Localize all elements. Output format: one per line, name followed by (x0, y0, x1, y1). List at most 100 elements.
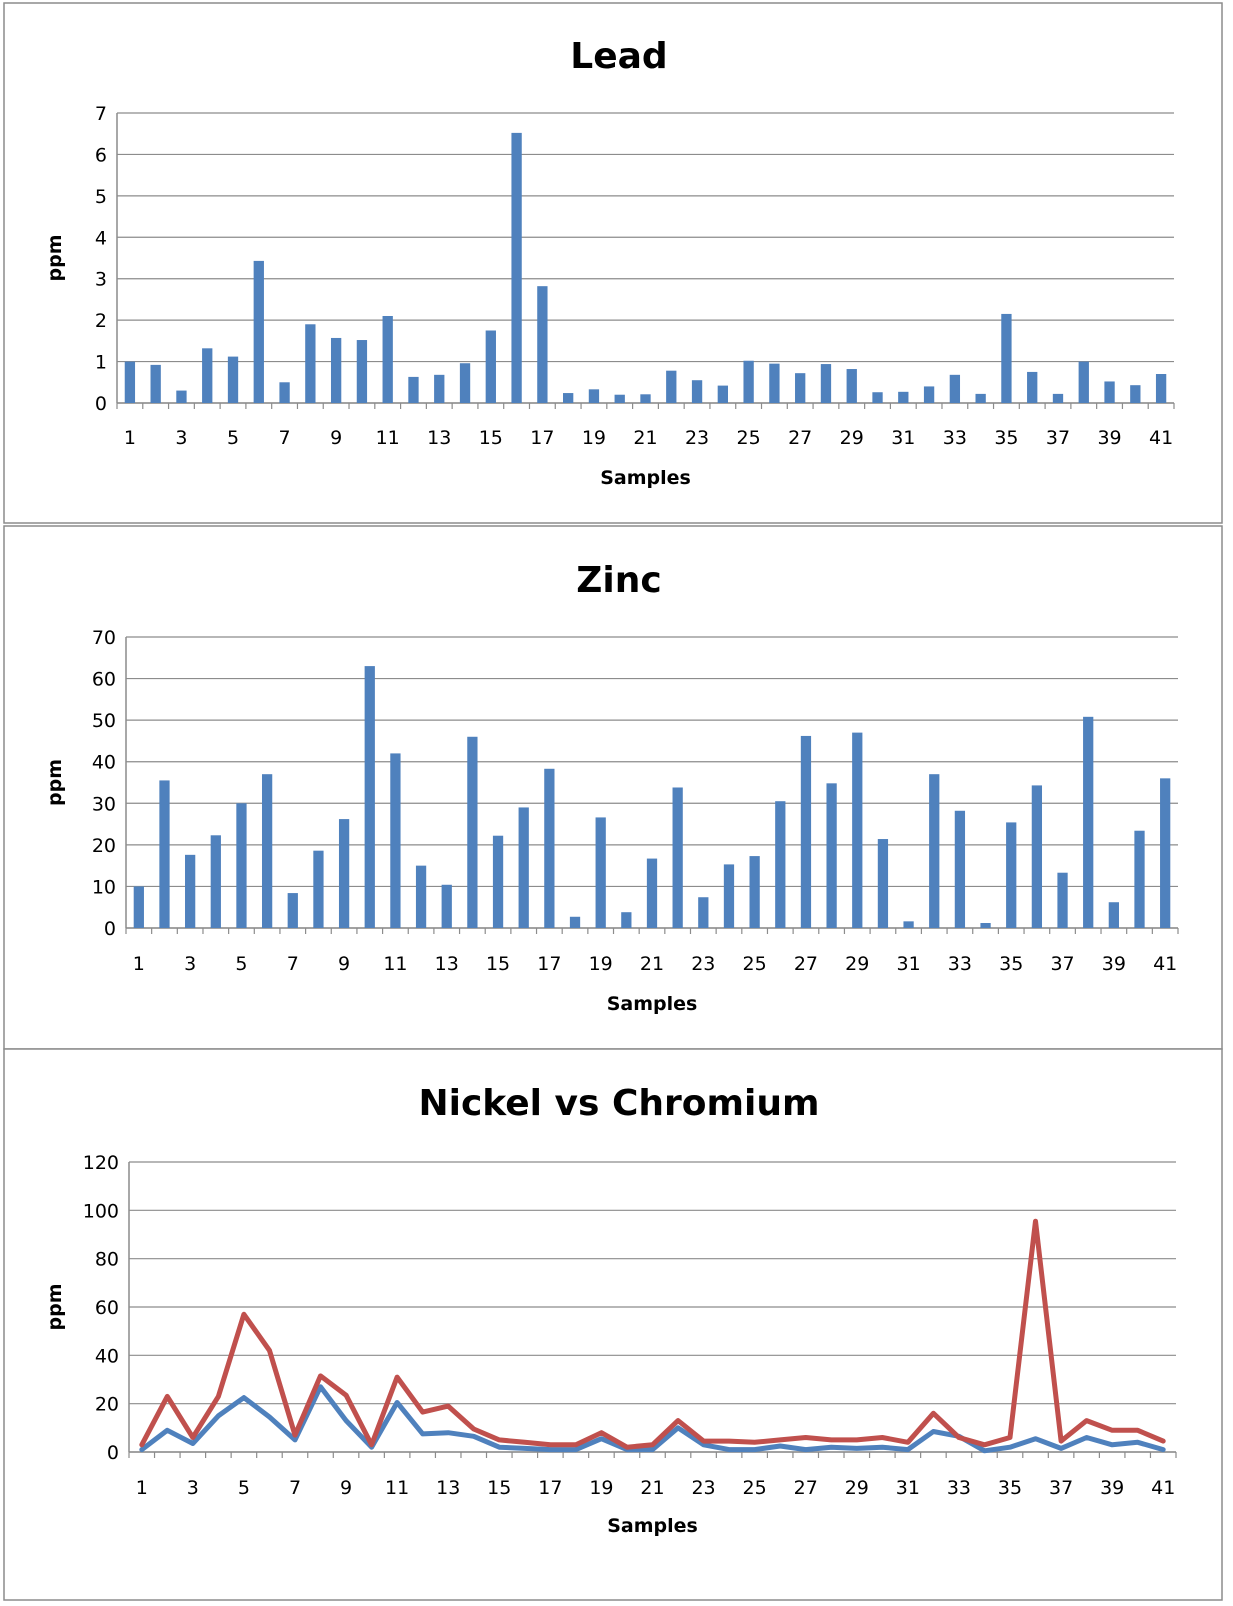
bar-23 (691, 380, 703, 403)
bar-27 (800, 735, 812, 928)
x-tick-label: 41 (1151, 1477, 1175, 1499)
x-tick-label: 33 (943, 427, 967, 449)
x-tick-label: 11 (383, 953, 407, 975)
x-tick-label: 39 (1097, 427, 1121, 449)
x-tick-label: 5 (238, 1477, 250, 1499)
bar-10 (364, 666, 375, 928)
bar-20 (621, 912, 632, 928)
bar-8 (305, 324, 316, 403)
bar-39 (1108, 902, 1119, 928)
x-tick-label: 37 (1049, 1477, 1073, 1499)
bar-27 (795, 373, 806, 403)
bar-18 (563, 393, 574, 403)
chart-frame (3, 1048, 1223, 1601)
x-tick-label: 15 (487, 1477, 511, 1499)
y-tick-label: 1 (95, 352, 107, 374)
x-tick-label: 5 (235, 953, 247, 975)
y-tick-label: 0 (104, 918, 116, 940)
x-tick-label: 31 (891, 427, 915, 449)
y-axis-title: ppm (44, 759, 66, 806)
bar-12 (415, 865, 427, 928)
bar-38 (1078, 361, 1089, 403)
bar-34 (975, 393, 986, 403)
bar-35 (1001, 313, 1012, 403)
x-tick-label: 19 (589, 953, 613, 975)
y-tick-label: 30 (92, 793, 116, 815)
bar-30 (877, 839, 889, 928)
y-tick-label: 5 (95, 186, 107, 208)
x-axis-title: Samples (607, 993, 698, 1015)
x-tick-label: 19 (589, 1477, 613, 1499)
x-tick-label: 31 (896, 1477, 920, 1499)
x-tick-label: 9 (338, 953, 350, 975)
x-tick-label: 9 (340, 1477, 352, 1499)
y-tick-label: 100 (83, 1200, 119, 1222)
bar-9 (330, 337, 342, 403)
y-tick-label: 3 (95, 269, 107, 291)
bar-2 (150, 364, 161, 403)
bar-3 (176, 390, 187, 403)
x-tick-label: 17 (538, 1477, 562, 1499)
bar-23 (698, 897, 709, 928)
y-tick-label: 4 (95, 227, 107, 249)
x-tick-label: 39 (1102, 953, 1126, 975)
y-tick-label: 40 (95, 1345, 119, 1367)
x-tick-label: 15 (486, 953, 510, 975)
bar-39 (1104, 381, 1115, 403)
y-axis-title: ppm (44, 1284, 66, 1331)
x-tick-label: 33 (947, 1477, 971, 1499)
y-tick-label: 2 (95, 310, 107, 332)
bar-3 (185, 854, 196, 928)
y-tick-label: 6 (95, 144, 107, 166)
bar-26 (775, 801, 786, 928)
bar-30 (872, 392, 883, 403)
bar-36 (1027, 371, 1038, 403)
x-tick-label: 3 (184, 953, 196, 975)
bar-15 (485, 330, 496, 403)
x-tick-label: 15 (479, 427, 503, 449)
bar-35 (1006, 822, 1017, 928)
bar-14 (459, 363, 471, 403)
y-tick-label: 20 (92, 835, 116, 857)
x-tick-label: 21 (640, 1477, 664, 1499)
x-tick-label: 33 (948, 953, 972, 975)
chart-frame (3, 525, 1223, 1050)
bar-16 (518, 807, 529, 928)
bar-29 (852, 732, 863, 928)
bar-24 (723, 864, 735, 928)
bar-36 (1031, 785, 1043, 928)
x-tick-label: 1 (136, 1477, 148, 1499)
x-tick-label: 37 (1046, 427, 1070, 449)
y-tick-label: 10 (92, 876, 116, 898)
bar-17 (544, 768, 555, 928)
x-tick-label: 3 (175, 427, 187, 449)
bar-32 (929, 774, 940, 928)
x-tick-label: 13 (435, 953, 459, 975)
x-tick-label: 17 (537, 953, 561, 975)
x-tick-label: 5 (227, 427, 239, 449)
x-tick-label: 29 (845, 953, 869, 975)
bar-40 (1134, 830, 1145, 928)
bar-15 (492, 835, 504, 928)
x-tick-label: 35 (999, 953, 1023, 975)
bar-20 (614, 394, 625, 403)
x-tick-label: 41 (1153, 953, 1177, 975)
bar-13 (434, 374, 445, 403)
x-tick-label: 11 (376, 427, 400, 449)
x-tick-label: 9 (330, 427, 342, 449)
x-tick-label: 25 (743, 1477, 767, 1499)
bar-40 (1130, 385, 1141, 403)
bar-32 (923, 386, 935, 403)
x-tick-label: 17 (530, 427, 554, 449)
bar-11 (390, 753, 401, 928)
y-tick-label: 60 (95, 1297, 119, 1319)
bar-11 (382, 316, 393, 403)
y-tick-label: 120 (83, 1152, 119, 1174)
x-tick-label: 1 (124, 427, 136, 449)
bar-21 (640, 394, 651, 403)
